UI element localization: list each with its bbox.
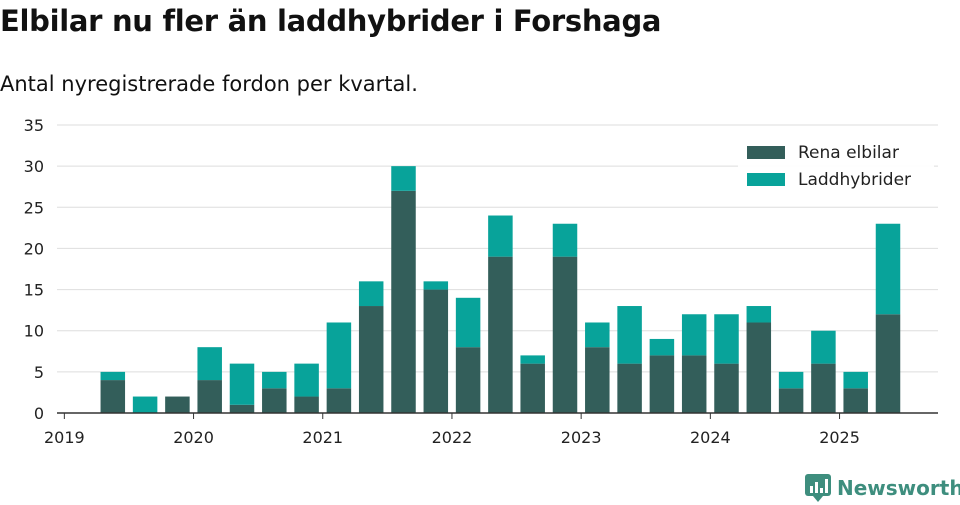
legend-swatch-rena-elbilar xyxy=(747,146,785,159)
bar-rena-elbilar-2024Q3 xyxy=(778,388,804,413)
bar-rena-elbilar-2022Q4 xyxy=(552,256,578,413)
bar-rena-elbilar-2025Q1 xyxy=(843,388,868,413)
y-tick-label: 20 xyxy=(24,239,44,258)
x-tick-label: 2022 xyxy=(432,428,473,447)
bar-laddhybrider-2022Q4 xyxy=(552,223,578,257)
bar-laddhybrider-2019Q2 xyxy=(100,371,126,381)
bar-laddhybrider-2022Q2 xyxy=(488,215,513,257)
bar-laddhybrider-2021Q1 xyxy=(326,322,352,389)
bar-rena-elbilar-2024Q1 xyxy=(714,363,739,413)
bar-laddhybrider-2022Q1 xyxy=(455,297,481,348)
legend-swatch-laddhybrider xyxy=(747,173,785,186)
bar-rena-elbilar-2021Q3 xyxy=(391,190,416,413)
y-tick-label: 15 xyxy=(24,281,44,300)
y-axis-ticks: 0 5 10 15 20 25 30 35 xyxy=(24,116,44,423)
brand-name: Newsworthy xyxy=(837,476,960,500)
brand-logo: Newsworthy xyxy=(805,474,960,502)
y-tick-label: 25 xyxy=(24,198,44,217)
x-tick-label: 2025 xyxy=(819,428,860,447)
chart-subtitle: Antal nyregistrerade fordon per kvartal. xyxy=(0,72,418,96)
x-axis: 2019 2020 2021 2022 2023 2024 2025 xyxy=(44,412,938,447)
legend-label-rena-elbilar: Rena elbilar xyxy=(798,143,899,163)
bar-rena-elbilar-2019Q2 xyxy=(100,380,126,413)
y-tick-label: 35 xyxy=(24,116,44,135)
bar-rena-elbilar-2021Q2 xyxy=(358,306,384,413)
bar-rena-elbilar-2022Q3 xyxy=(520,363,545,413)
bar-rena-elbilar-2024Q4 xyxy=(811,363,836,413)
bar-laddhybrider-2020Q4 xyxy=(294,363,319,397)
bar-rena-elbilar-2025Q2 xyxy=(875,314,901,413)
newsworthy-logo-icon xyxy=(805,474,831,502)
chart-title: Elbilar nu fler än laddhybrider i Forsha… xyxy=(0,4,662,38)
bar-rena-elbilar-2021Q4 xyxy=(423,289,449,413)
bar-laddhybrider-2020Q1 xyxy=(197,347,222,381)
bar-laddhybrider-2025Q1 xyxy=(843,371,868,389)
bar-laddhybrider-2023Q4 xyxy=(681,314,707,356)
bar-laddhybrider-2025Q2 xyxy=(875,223,901,315)
bar-rena-elbilar-2020Q3 xyxy=(262,388,287,413)
bar-rena-elbilar-2023Q2 xyxy=(617,363,642,413)
x-tick-label: 2024 xyxy=(690,428,731,447)
legend-label-laddhybrider: Laddhybrider xyxy=(798,170,911,190)
bar-laddhybrider-2024Q3 xyxy=(778,371,804,389)
bar-laddhybrider-2024Q4 xyxy=(811,330,836,364)
bar-rena-elbilar-2023Q3 xyxy=(649,355,675,413)
x-tick-label: 2023 xyxy=(561,428,602,447)
bar-rena-elbilar-2019Q4 xyxy=(165,396,190,413)
legend: Rena elbilar Laddhybrider xyxy=(738,135,934,199)
bar-rena-elbilar-2020Q4 xyxy=(294,396,319,413)
legend-background xyxy=(738,135,934,199)
x-tick-label: 2021 xyxy=(302,428,343,447)
y-tick-label: 5 xyxy=(34,363,44,382)
bar-laddhybrider-2022Q3 xyxy=(520,355,545,364)
bar-rena-elbilar-2022Q1 xyxy=(455,347,481,413)
bar-laddhybrider-2024Q2 xyxy=(746,306,772,323)
bar-rena-elbilar-2020Q1 xyxy=(197,380,222,413)
bar-laddhybrider-2024Q1 xyxy=(714,314,739,364)
bar-laddhybrider-2021Q4 xyxy=(423,281,449,290)
bar-laddhybrider-2023Q1 xyxy=(585,322,610,348)
bar-rena-elbilar-2021Q1 xyxy=(326,388,352,413)
bar-laddhybrider-2023Q2 xyxy=(617,306,642,364)
bar-laddhybrider-2021Q2 xyxy=(358,281,384,307)
bar-rena-elbilar-2023Q4 xyxy=(681,355,707,413)
bar-laddhybrider-2020Q3 xyxy=(262,371,287,389)
bar-rena-elbilar-2022Q2 xyxy=(488,256,513,413)
bar-laddhybrider-2019Q3 xyxy=(132,396,158,413)
y-tick-label: 30 xyxy=(24,157,44,176)
x-tick-label: 2020 xyxy=(173,428,214,447)
bars xyxy=(100,166,901,413)
bar-rena-elbilar-2023Q1 xyxy=(585,347,610,413)
bar-rena-elbilar-2020Q2 xyxy=(229,404,255,413)
bar-rena-elbilar-2024Q2 xyxy=(746,322,772,413)
y-tick-label: 10 xyxy=(24,322,44,341)
bar-laddhybrider-2021Q3 xyxy=(391,166,416,191)
x-tick-label: 2019 xyxy=(44,428,85,447)
bar-laddhybrider-2023Q3 xyxy=(649,338,675,356)
y-tick-label: 0 xyxy=(34,404,44,423)
bar-laddhybrider-2020Q2 xyxy=(229,363,255,405)
